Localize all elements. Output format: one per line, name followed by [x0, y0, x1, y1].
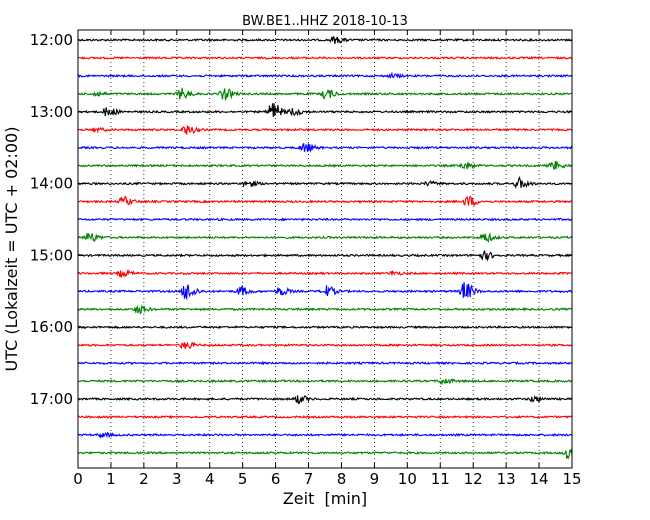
x-tick-label: 10 — [398, 470, 417, 488]
y-tick-label: 14:00 — [30, 175, 73, 193]
plot-area — [78, 30, 572, 468]
y-axis-ticks: 12:00 13:00 14:00 15:00 16:00 17:00 — [30, 31, 572, 408]
trace-1530 — [77, 282, 573, 300]
x-tick-label: 7 — [304, 470, 314, 488]
trace-1315 — [77, 125, 573, 135]
trace-1615 — [77, 341, 573, 350]
x-tick-label: 2 — [139, 470, 149, 488]
x-axis-label: Zeit [min] — [283, 489, 367, 508]
x-tick-label: 1 — [106, 470, 116, 488]
trace-1515 — [77, 269, 573, 278]
y-tick-label: 15:00 — [30, 246, 73, 264]
trace-1330 — [77, 142, 573, 153]
trace-1700 — [78, 395, 573, 405]
trace-1730 — [77, 431, 573, 439]
y-tick-label: 17:00 — [30, 390, 73, 408]
trace-1230 — [77, 71, 573, 79]
trace-1445 — [77, 231, 573, 243]
x-tick-label: 5 — [238, 470, 248, 488]
x-tick-label: 13 — [497, 470, 516, 488]
seismic-traces — [77, 36, 573, 460]
trace-1400 — [77, 176, 573, 190]
y-tick-label: 16:00 — [30, 318, 73, 336]
chart-title: BW.BE1..HHZ 2018-10-13 — [242, 14, 408, 29]
trace-1600 — [77, 325, 573, 330]
trace-1545 — [77, 304, 573, 315]
trace-1645 — [77, 378, 573, 386]
trace-1345 — [77, 160, 572, 170]
x-tick-label: 15 — [562, 470, 581, 488]
x-tick-label: 11 — [431, 470, 450, 488]
trace-1745 — [77, 448, 573, 460]
trace-1500 — [77, 250, 573, 262]
trace-1245 — [77, 87, 573, 102]
x-tick-label: 12 — [464, 470, 483, 488]
trace-1430 — [77, 217, 573, 222]
y-axis-label: UTC (Lokalzeit = UTC + 02:00) — [2, 127, 21, 372]
y-tick-label: 13:00 — [30, 103, 73, 121]
x-tick-label: 9 — [370, 470, 380, 488]
plot-frame — [77, 29, 573, 469]
x-tick-label: 14 — [530, 470, 549, 488]
trace-1415 — [77, 195, 573, 207]
x-tick-label: 6 — [271, 470, 281, 488]
x-tick-label: 3 — [172, 470, 182, 488]
trace-1300 — [77, 103, 573, 117]
x-axis-ticks: 0 1 2 3 4 5 6 7 8 9 10 11 12 13 14 15 — [73, 30, 582, 488]
y-tick-label: 12:00 — [30, 31, 73, 49]
x-tick-label: 8 — [337, 470, 347, 488]
trace-1200 — [77, 36, 572, 45]
trace-1715 — [77, 414, 573, 420]
x-tick-label: 4 — [205, 470, 215, 488]
trace-1215 — [77, 55, 573, 61]
x-tick-label: 0 — [73, 470, 83, 488]
trace-1630 — [77, 360, 573, 366]
